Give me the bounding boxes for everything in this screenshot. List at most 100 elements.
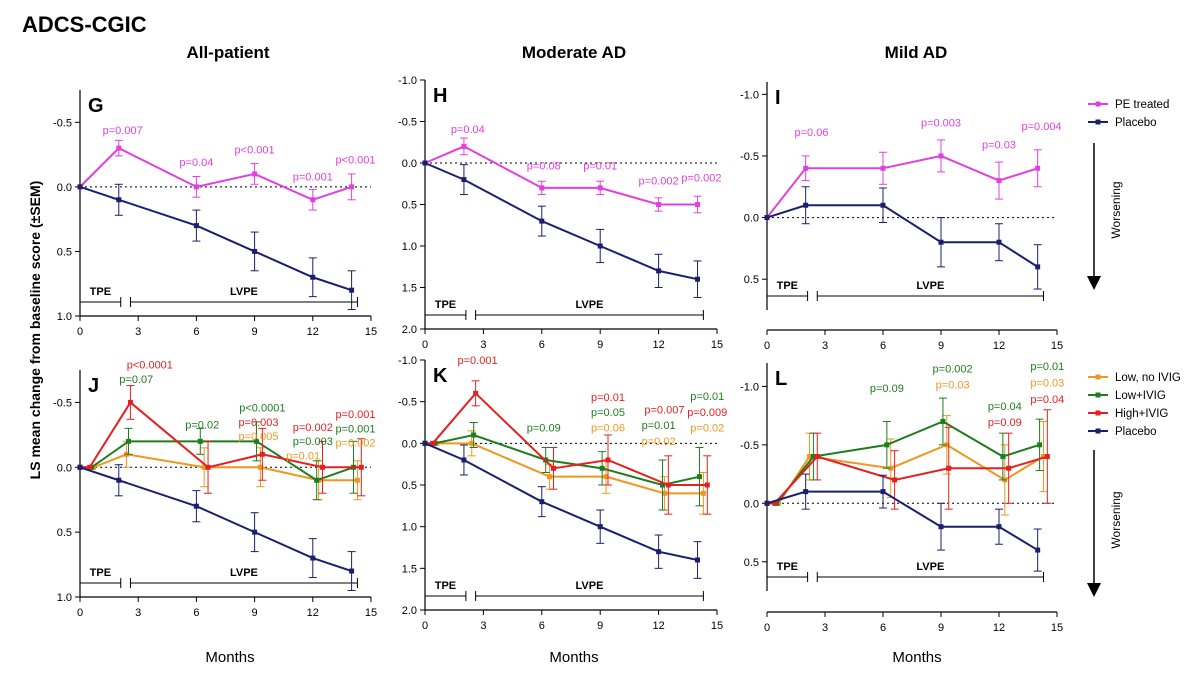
panel-letter: G xyxy=(88,95,104,117)
p-value-label: p=0.002 xyxy=(293,422,333,434)
data-point xyxy=(656,202,662,207)
y-tick-label: -1.0 xyxy=(398,75,417,87)
data-point xyxy=(77,464,83,470)
p-value-label: p=0.004 xyxy=(1021,121,1061,133)
x-axis-label-moderate-ad: Months xyxy=(549,649,598,666)
data-point xyxy=(469,440,475,446)
y-tick-label: -1.0 xyxy=(398,355,417,367)
column-title-mild-ad: Mild AD xyxy=(885,43,948,62)
x-tick-label: 15 xyxy=(365,607,377,619)
x-tick-label: 15 xyxy=(711,620,723,632)
data-point xyxy=(695,276,701,282)
legend-item-pe-treated: PE treated xyxy=(1088,99,1169,111)
data-point xyxy=(126,438,131,444)
data-point xyxy=(884,442,890,448)
p-value-label: p=0.01 xyxy=(286,451,320,463)
data-point xyxy=(422,160,428,166)
data-point xyxy=(201,464,207,470)
data-point xyxy=(252,248,258,254)
data-point xyxy=(1000,454,1006,460)
data-point xyxy=(354,477,360,483)
x-tick-label: 6 xyxy=(880,340,886,352)
x-tick-label: 9 xyxy=(252,326,258,338)
data-point xyxy=(892,477,898,483)
data-point xyxy=(665,482,671,488)
p-value-label: p=0.03 xyxy=(1030,377,1064,389)
data-point xyxy=(349,184,355,190)
data-point xyxy=(996,524,1002,530)
p-value-label: p<0.0001 xyxy=(127,360,173,372)
x-tick-label: 6 xyxy=(539,620,545,632)
x-tick-label: 3 xyxy=(480,339,486,351)
phase-label-lvpe: LVPE xyxy=(916,280,944,292)
y-tick-label: 0.0 xyxy=(402,438,417,450)
phase-label-lvpe: LVPE xyxy=(230,286,258,298)
legend-swatch-marker xyxy=(1095,374,1101,380)
y-tick-label: 0.0 xyxy=(744,213,759,225)
x-tick-label: 0 xyxy=(422,339,428,351)
data-point xyxy=(539,499,545,505)
y-tick-label: -0.5 xyxy=(740,151,759,163)
p-value-label: p=0.001 xyxy=(293,171,333,183)
y-tick-label: 0.0 xyxy=(57,182,72,194)
data-point xyxy=(1040,454,1046,460)
x-tick-label: 0 xyxy=(764,622,770,634)
x-tick-label: 12 xyxy=(993,622,1005,634)
data-point xyxy=(764,500,770,506)
data-point xyxy=(605,457,611,463)
x-tick-label: 3 xyxy=(135,326,141,338)
series-high-ivig xyxy=(764,409,1052,510)
data-point xyxy=(772,500,778,506)
series-line xyxy=(424,162,698,281)
data-point xyxy=(471,432,477,438)
data-point xyxy=(696,474,702,480)
data-point xyxy=(358,464,364,470)
x-tick-label: 12 xyxy=(993,340,1005,352)
data-point xyxy=(996,178,1002,184)
data-point xyxy=(597,243,603,249)
y-tick-label: -0.5 xyxy=(53,117,72,129)
data-point xyxy=(803,489,809,495)
data-point xyxy=(1035,547,1041,553)
data-point xyxy=(938,153,944,159)
x-tick-label: 0 xyxy=(77,607,83,619)
legend-item-placebo: Placebo xyxy=(1088,117,1157,129)
p-value-label: p=0.01 xyxy=(690,391,724,403)
y-tick-label: 0.0 xyxy=(402,158,417,170)
panel-letter: I xyxy=(775,87,781,109)
legend-swatch-marker xyxy=(1095,428,1101,434)
data-point xyxy=(193,503,199,509)
series-placebo xyxy=(77,183,356,311)
legend-swatch-marker xyxy=(1095,410,1101,416)
data-point xyxy=(661,490,667,496)
figure-title: ADCS-CGIC xyxy=(22,12,147,37)
y-tick-label: 1.5 xyxy=(402,563,417,575)
p-value-label: p<0.0001 xyxy=(239,403,285,415)
legend-item-low-no-ivig: Low, no IVIG xyxy=(1088,372,1181,384)
legend-swatch-marker xyxy=(1095,392,1101,398)
panel-k: -1.0 -0.5 0.0 0.5 1.0 1.5 2.0 0 3 6 9 12 15 TPE LVPE Kp… xyxy=(398,355,727,632)
p-value-label: p=0.05 xyxy=(591,407,625,419)
p-value-label: p=0.009 xyxy=(687,407,727,419)
worsening-indicator-top: Worsening xyxy=(1087,143,1123,290)
worsening-arrow-head-top xyxy=(1087,276,1101,290)
x-tick-label: 3 xyxy=(822,622,828,634)
p-value-label: p=0.03 xyxy=(936,380,970,392)
x-tick-label: 6 xyxy=(193,326,199,338)
y-axis-label: LS mean change from baseline score (±SEM… xyxy=(27,181,43,480)
data-point xyxy=(320,464,325,470)
phase-label-tpe: TPE xyxy=(90,286,111,298)
data-point xyxy=(695,202,701,207)
phase-label-tpe: TPE xyxy=(435,580,456,592)
series-high-ivig xyxy=(77,385,366,497)
panel-letter: J xyxy=(88,375,99,397)
data-point xyxy=(1035,165,1041,171)
x-tick-label: 12 xyxy=(652,339,664,351)
y-tick-label: -0.5 xyxy=(398,397,417,409)
y-tick-label: 0.5 xyxy=(744,557,759,569)
data-point xyxy=(193,184,199,190)
p-value-label: p=0.04 xyxy=(988,401,1022,413)
data-point xyxy=(880,489,886,495)
x-tick-label: 3 xyxy=(135,607,141,619)
x-tick-label: 9 xyxy=(938,340,944,352)
